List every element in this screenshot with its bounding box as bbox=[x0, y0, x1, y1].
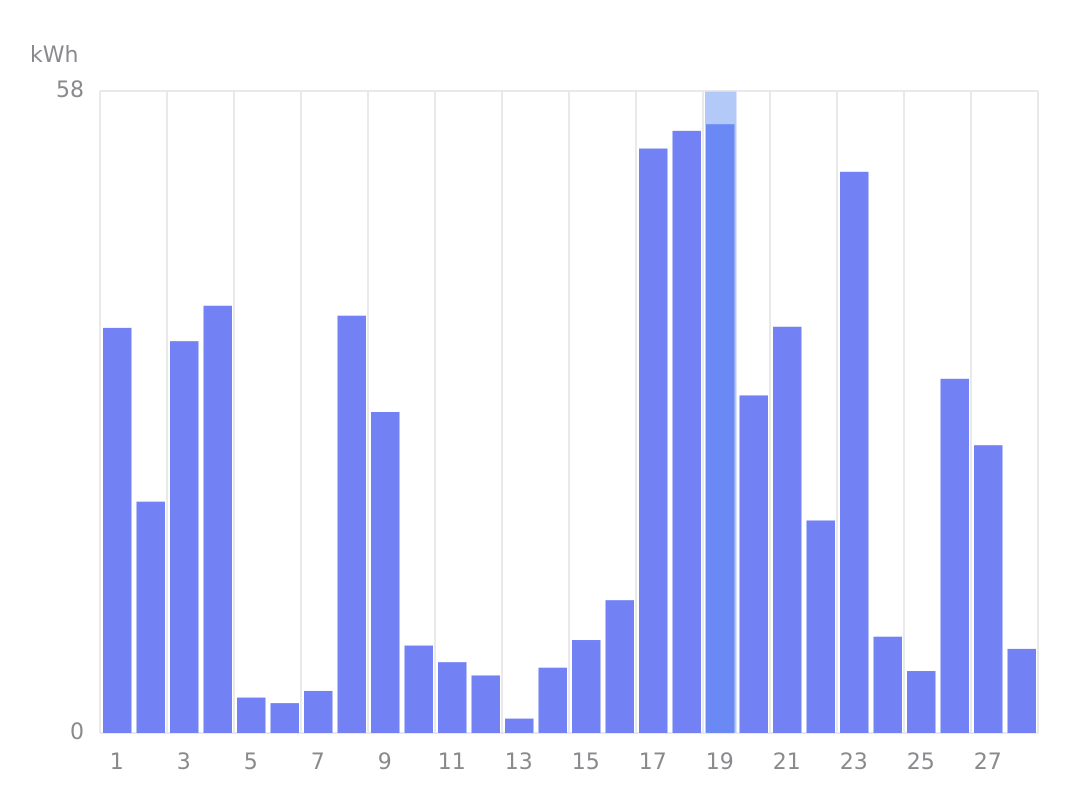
x-tick-label: 21 bbox=[773, 750, 801, 775]
bar bbox=[840, 171, 869, 733]
bar bbox=[371, 412, 400, 733]
bar bbox=[907, 671, 936, 733]
x-tick-label: 15 bbox=[572, 750, 600, 775]
x-tick-label: 1 bbox=[110, 750, 124, 775]
bar bbox=[605, 600, 634, 733]
bar bbox=[940, 378, 969, 733]
bar bbox=[203, 305, 232, 733]
bar bbox=[337, 315, 366, 733]
bar bbox=[538, 667, 567, 733]
bar bbox=[706, 124, 735, 733]
bar bbox=[572, 640, 601, 733]
x-tick-label: 5 bbox=[244, 750, 258, 775]
y-tick-label: 58 bbox=[56, 78, 84, 103]
bar bbox=[103, 327, 132, 733]
bar bbox=[270, 703, 299, 733]
y-axis-label: kWh bbox=[30, 43, 78, 68]
x-tick-label: 17 bbox=[639, 750, 667, 775]
bar bbox=[773, 326, 802, 733]
bar bbox=[304, 690, 333, 733]
x-tick-label: 19 bbox=[706, 750, 734, 775]
bar bbox=[974, 445, 1003, 733]
x-tick-label: 9 bbox=[378, 750, 392, 775]
bar bbox=[136, 501, 165, 733]
bar bbox=[639, 148, 668, 734]
x-tick-label: 27 bbox=[974, 750, 1002, 775]
x-tick-label: 7 bbox=[311, 750, 325, 775]
bar bbox=[873, 636, 902, 733]
bar bbox=[237, 697, 266, 733]
x-tick-label: 11 bbox=[438, 750, 466, 775]
bar bbox=[170, 341, 199, 733]
bar bbox=[1007, 648, 1036, 733]
x-tick-label: 23 bbox=[840, 750, 868, 775]
bar bbox=[471, 675, 500, 733]
bar bbox=[438, 662, 467, 733]
bar bbox=[806, 520, 835, 733]
x-tick-label: 25 bbox=[907, 750, 935, 775]
bar bbox=[672, 130, 701, 734]
x-tick-label: 3 bbox=[177, 750, 191, 775]
bar bbox=[404, 645, 433, 733]
y-tick-label: 0 bbox=[70, 720, 84, 745]
bar bbox=[505, 718, 534, 733]
bar bbox=[739, 395, 768, 733]
x-tick-label: 13 bbox=[505, 750, 533, 775]
